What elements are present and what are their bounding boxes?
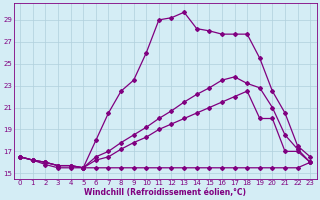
X-axis label: Windchill (Refroidissement éolien,°C): Windchill (Refroidissement éolien,°C) [84,188,246,197]
